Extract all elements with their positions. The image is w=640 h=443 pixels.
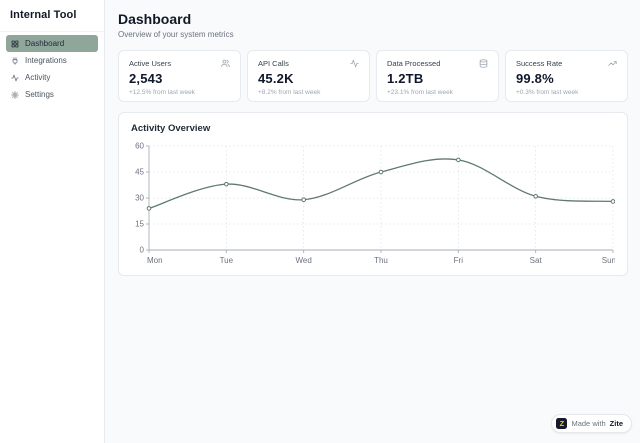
svg-text:Wed: Wed	[296, 256, 312, 265]
stat-change: +23.1% from last week	[387, 89, 453, 96]
stat-card-active-users: Active Users 2,543 +12.5% from last week	[118, 50, 241, 102]
stat-value: 45.2K	[258, 71, 294, 86]
gear-icon	[11, 90, 19, 99]
stat-value: 2,543	[129, 71, 163, 86]
stat-change: +12.5% from last week	[129, 89, 195, 96]
stat-label: Data Processed	[387, 59, 441, 68]
sidebar-item-settings[interactable]: Settings	[6, 86, 98, 103]
plug-icon	[11, 56, 19, 65]
stat-label: Success Rate	[516, 59, 563, 68]
svg-text:Sun: Sun	[602, 256, 615, 265]
svg-text:15: 15	[135, 220, 144, 229]
sidebar-item-activity[interactable]: Activity	[6, 69, 98, 86]
svg-text:60: 60	[135, 142, 144, 151]
grid-icon	[11, 40, 19, 48]
stat-cards: Active Users 2,543 +12.5% from last week…	[118, 50, 628, 102]
activity-line-chart: 0 15 30 45 60 Mon Tue Wed Thu Fri Sat Sun	[135, 142, 616, 266]
svg-text:45: 45	[135, 168, 144, 177]
svg-text:Mon: Mon	[147, 256, 163, 265]
sidebar-header: Internal Tool	[0, 0, 104, 32]
sidebar: Internal Tool Dashboard Integrations Act…	[0, 0, 105, 443]
database-icon	[479, 59, 488, 68]
stat-card-data-processed: Data Processed 1.2TB +23.1% from last we…	[376, 50, 499, 102]
stat-card-success-rate: Success Rate 99.8% +0.3% from last week	[505, 50, 628, 102]
main-content: Dashboard Overview of your system metric…	[105, 0, 640, 443]
users-icon	[221, 59, 230, 68]
svg-text:Thu: Thu	[374, 256, 388, 265]
sidebar-nav: Dashboard Integrations Activity Settings	[0, 32, 104, 106]
activity-icon	[11, 74, 19, 82]
stat-value: 99.8%	[516, 71, 554, 86]
svg-text:Sat: Sat	[530, 256, 543, 265]
stat-label: API Calls	[258, 59, 289, 68]
svg-text:0: 0	[140, 246, 145, 255]
badge-brand: Zite	[609, 419, 623, 428]
activity-overview-card: Activity Overview 0 15 30 45 60 Mon Tue Wed Thu F…	[118, 112, 628, 276]
page-subtitle: Overview of your system metrics	[118, 30, 234, 39]
sidebar-item-label: Activity	[25, 73, 51, 82]
stat-change: +0.3% from last week	[516, 89, 579, 96]
sidebar-item-dashboard[interactable]: Dashboard	[6, 35, 98, 52]
activity-icon	[350, 59, 359, 68]
svg-text:Tue: Tue	[220, 256, 234, 265]
sidebar-item-integrations[interactable]: Integrations	[6, 52, 98, 69]
trending-up-icon	[608, 59, 617, 68]
badge-prefix: Made with	[571, 419, 606, 428]
made-with-zite-badge[interactable]: Z Made with Zite	[551, 414, 632, 433]
stat-change: +8.2% from last week	[258, 89, 321, 96]
sidebar-item-label: Integrations	[25, 56, 67, 65]
app-title: Internal Tool	[10, 9, 77, 21]
page-title: Dashboard	[118, 11, 192, 27]
sidebar-item-label: Settings	[25, 90, 54, 99]
sidebar-item-label: Dashboard	[25, 39, 65, 48]
svg-text:30: 30	[135, 194, 144, 203]
zite-logo-icon: Z	[556, 418, 568, 429]
stat-label: Active Users	[129, 59, 172, 68]
chart-title: Activity Overview	[131, 123, 211, 134]
stat-value: 1.2TB	[387, 71, 424, 86]
svg-text:Fri: Fri	[454, 256, 464, 265]
stat-card-api-calls: API Calls 45.2K +8.2% from last week	[247, 50, 370, 102]
